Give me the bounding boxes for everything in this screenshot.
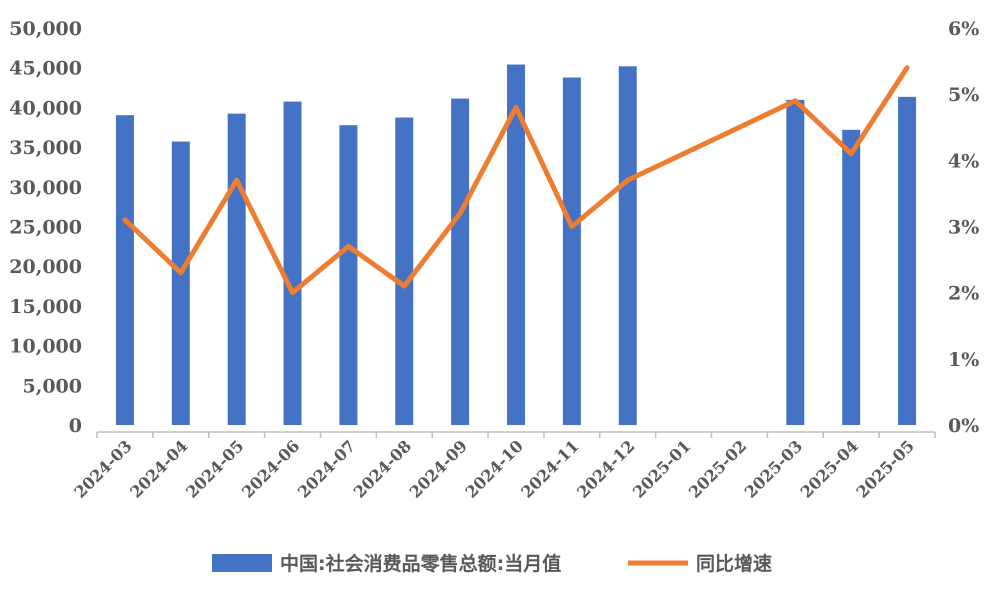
bar bbox=[898, 96, 917, 426]
legend: 中国:社会消费品零售总额:当月值 同比增速 bbox=[212, 552, 772, 575]
left-tick-label: 0 bbox=[69, 415, 82, 437]
right-tick-label: 3% bbox=[948, 217, 979, 239]
line-series bbox=[122, 65, 910, 296]
left-tick-label: 45,000 bbox=[9, 58, 82, 80]
bar bbox=[227, 113, 246, 425]
legend-label-line: 同比增速 bbox=[696, 552, 772, 575]
bar-series bbox=[115, 64, 917, 426]
left-axis: 0 5,000 10,000 15,000 20,000 25,000 30,000 35,0… bbox=[9, 18, 82, 437]
x-tick-label: 2024-05 bbox=[182, 436, 247, 501]
x-tick-label: 2025-01 bbox=[629, 436, 694, 501]
x-tick-label: 2024-06 bbox=[238, 436, 303, 501]
x-tick-label: 2025-05 bbox=[853, 436, 918, 501]
left-tick-label: 20,000 bbox=[9, 256, 82, 278]
bar bbox=[842, 129, 861, 425]
left-tick-label: 40,000 bbox=[9, 97, 82, 119]
x-tick-label: 2024-10 bbox=[461, 436, 526, 501]
legend-label-bar: 中国:社会消费品零售总额:当月值 bbox=[280, 552, 561, 575]
x-tick-label: 2024-03 bbox=[70, 436, 135, 501]
left-tick-label: 30,000 bbox=[9, 177, 82, 199]
bar bbox=[395, 117, 414, 425]
right-tick-label: 5% bbox=[948, 84, 979, 106]
right-tick-label: 1% bbox=[948, 349, 979, 371]
bar bbox=[451, 98, 470, 426]
x-tick-label: 2024-11 bbox=[517, 436, 582, 501]
x-tick-label: 2024-08 bbox=[350, 436, 415, 501]
x-tick-label: 2024-04 bbox=[126, 436, 191, 501]
legend-swatch-bar bbox=[212, 554, 272, 572]
left-tick-label: 15,000 bbox=[9, 296, 82, 318]
bar bbox=[115, 115, 134, 425]
x-tick-label: 2024-07 bbox=[294, 436, 359, 501]
x-tick-label: 2025-03 bbox=[741, 436, 806, 501]
right-tick-label: 4% bbox=[948, 150, 979, 172]
x-axis-labels: 2024-032024-042024-052024-062024-072024-… bbox=[70, 436, 917, 501]
bar bbox=[786, 99, 805, 425]
left-tick-label: 10,000 bbox=[9, 336, 82, 358]
left-tick-label: 25,000 bbox=[9, 217, 82, 239]
right-tick-label: 6% bbox=[948, 18, 979, 40]
growth-line bbox=[122, 65, 910, 296]
bar bbox=[507, 64, 525, 426]
right-axis: 0% 1% 2% 3% 4% 5% 6% bbox=[948, 18, 979, 437]
x-tick-label: 2024-12 bbox=[573, 436, 638, 501]
x-tick-label: 2024-09 bbox=[406, 436, 471, 501]
left-tick-label: 50,000 bbox=[9, 18, 82, 40]
x-tick-label: 2025-02 bbox=[685, 436, 750, 501]
left-tick-label: 5,000 bbox=[23, 375, 83, 397]
x-tick-label: 2025-04 bbox=[797, 436, 862, 501]
right-tick-label: 0% bbox=[948, 415, 979, 437]
bar bbox=[339, 125, 358, 426]
bar bbox=[562, 77, 581, 425]
bar bbox=[618, 66, 637, 425]
bar bbox=[283, 101, 302, 425]
bar bbox=[171, 141, 190, 426]
right-tick-label: 2% bbox=[948, 283, 979, 305]
left-tick-label: 35,000 bbox=[9, 137, 82, 159]
x-axis-ticks bbox=[96, 432, 936, 438]
